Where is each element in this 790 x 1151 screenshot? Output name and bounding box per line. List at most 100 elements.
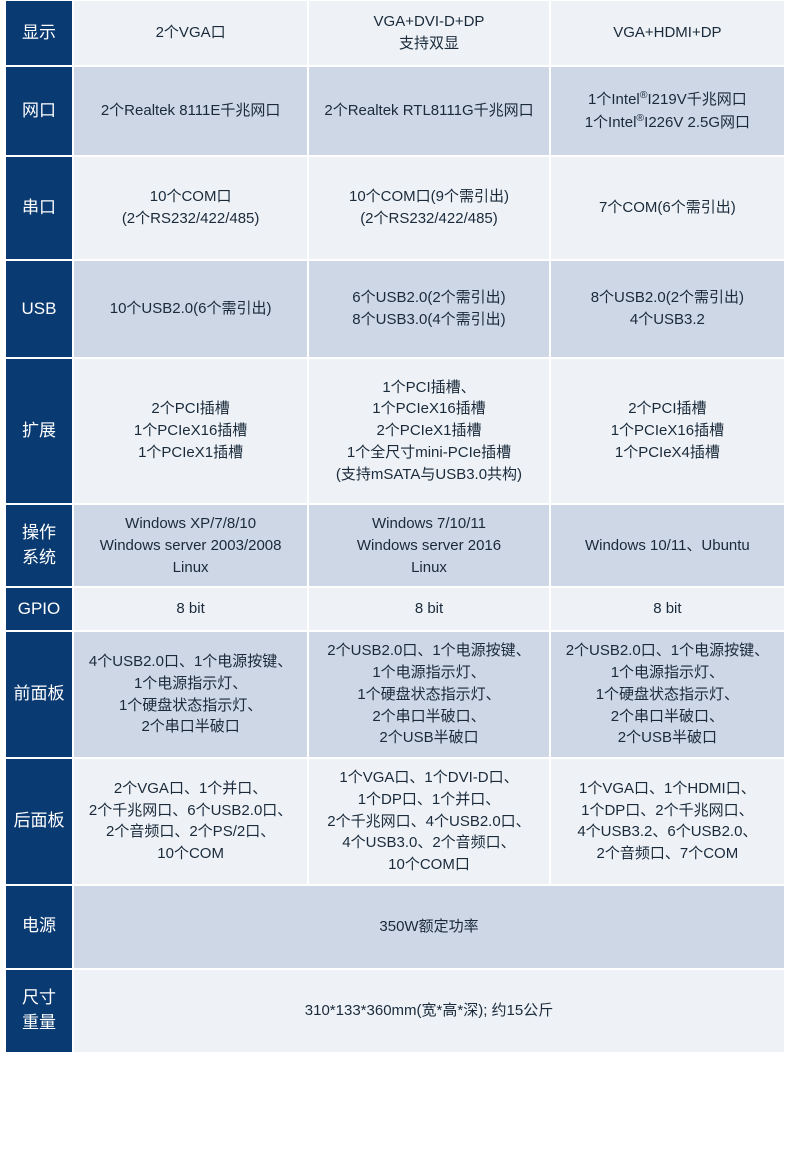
cell-text: 8 bit xyxy=(80,598,301,620)
cell-rear-2: 1个VGA口、1个HDMI口、1个DP口、2个千兆网口、4个USB3.2、6个U… xyxy=(550,758,785,885)
cell-rear-0: 2个VGA口、1个并口、2个千兆网口、6个USB2.0口、2个音频口、2个PS/… xyxy=(73,758,308,885)
row-rear: 后面板2个VGA口、1个并口、2个千兆网口、6个USB2.0口、2个音频口、2个… xyxy=(5,758,785,885)
cell-usb-2: 8个USB2.0(2个需引出)4个USB3.2 xyxy=(550,260,785,358)
cell-text: 1个PCI插槽、 xyxy=(315,377,543,399)
cell-text: 1个PCIeX16插槽 xyxy=(80,420,301,442)
cell-text: 2个千兆网口、4个USB2.0口、 xyxy=(315,811,543,833)
cell-text: 2个音频口、7个COM xyxy=(557,843,778,865)
cell-text: Linux xyxy=(315,557,543,579)
row-front: 前面板4个USB2.0口、1个电源按键、1个电源指示灯、1个硬盘状态指示灯、2个… xyxy=(5,631,785,758)
cell-usb-0: 10个USB2.0(6个需引出) xyxy=(73,260,308,358)
cell-text: 2个Realtek RTL8111G千兆网口 xyxy=(315,100,543,122)
cell-text: 1个硬盘状态指示灯、 xyxy=(557,684,778,706)
row-lan: 网口 2个Realtek 8111E千兆网口 2个Realtek RTL8111G千… xyxy=(5,66,785,156)
cell-gpio-0: 8 bit xyxy=(73,587,308,631)
cell-text: 1个PCIeX4插槽 xyxy=(557,442,778,464)
cell-text: Windows 7/10/11 xyxy=(315,513,543,535)
cell-text: VGA+HDMI+DP xyxy=(557,22,778,44)
cell-text: 2个千兆网口、6个USB2.0口、 xyxy=(80,800,301,822)
row-header-os: 操作系统 xyxy=(5,504,73,587)
cell-text: 8个USB3.0(4个需引出) xyxy=(315,309,543,331)
cell-text: 4个USB3.0、2个音频口、 xyxy=(315,832,543,854)
row-serial: 串口10个COM口(2个RS232/422/485)10个COM口(9个需引出)… xyxy=(5,156,785,260)
cell-text: 10个COM口 xyxy=(80,186,301,208)
cell-front-2: 2个USB2.0口、1个电源按键、1个电源指示灯、1个硬盘状态指示灯、2个串口半… xyxy=(550,631,785,758)
cell-text: 10个COM xyxy=(80,843,301,865)
cell-text: 4个USB3.2 xyxy=(557,309,778,331)
cell-serial-2: 7个COM(6个需引出) xyxy=(550,156,785,260)
row-os: 操作系统Windows XP/7/8/10Windows server 2003… xyxy=(5,504,785,587)
cell-text: 2个VGA口 xyxy=(80,22,301,44)
cell-text: 1个电源指示灯、 xyxy=(557,662,778,684)
cell-text: 1个VGA口、1个HDMI口、 xyxy=(557,778,778,800)
row-header-display: 显示 xyxy=(5,0,73,66)
row-header-size: 尺寸重量 xyxy=(5,969,73,1053)
cell-text: Windows 10/11、Ubuntu xyxy=(557,535,778,557)
cell-text: 10个USB2.0(6个需引出) xyxy=(80,298,301,320)
cell-text: 1个DP口、2个千兆网口、 xyxy=(557,800,778,822)
cell-lan-1: 2个Realtek RTL8111G千兆网口 xyxy=(308,66,550,156)
cell-text: 1个Intel®I219V千兆网口 xyxy=(557,88,778,111)
row-usb: USB 10个USB2.0(6个需引出) 6个USB2.0(2个需引出)8个USB3… xyxy=(5,260,785,358)
cell-expansion-2: 2个PCI插槽1个PCIeX16插槽1个PCIeX4插槽 xyxy=(550,358,785,504)
cell-text: 2个USB2.0口、1个电源按键、 xyxy=(557,640,778,662)
cell-text: (支持mSATA与USB3.0共构) xyxy=(315,464,543,486)
cell-text: 8 bit xyxy=(315,598,543,620)
spec-table-body: 显示 2个VGA口 VGA+DVI-D+DP支持双显 VGA+HDMI+DP 网口 2个R… xyxy=(5,0,785,1053)
cell-text: 10个COM口 xyxy=(315,854,543,876)
cell-text: VGA+DVI-D+DP xyxy=(315,11,543,33)
row-header-serial: 串口 xyxy=(5,156,73,260)
row-header-expansion: 扩展 xyxy=(5,358,73,504)
cell-text: 2个VGA口、1个并口、 xyxy=(80,778,301,800)
row-header-power: 电源 xyxy=(5,885,73,969)
cell-text: 2个PCI插槽 xyxy=(557,398,778,420)
row-display: 显示 2个VGA口 VGA+DVI-D+DP支持双显 VGA+HDMI+DP xyxy=(5,0,785,66)
row-size: 尺寸重量 310*133*360mm(宽*高*深); 约15公斤 xyxy=(5,969,785,1053)
cell-text: 310*133*360mm(宽*高*深); 约15公斤 xyxy=(80,1000,778,1022)
cell-os-1: Windows 7/10/11Windows server 2016Linux xyxy=(308,504,550,587)
cell-text: 8 bit xyxy=(557,598,778,620)
cell-text: 1个DP口、1个并口、 xyxy=(315,789,543,811)
cell-text: 2个串口半破口、 xyxy=(315,706,543,728)
cell-text: Windows XP/7/8/10 xyxy=(80,513,301,535)
cell-display-2: VGA+HDMI+DP xyxy=(550,0,785,66)
cell-text: (2个RS232/422/485) xyxy=(80,208,301,230)
cell-display-1: VGA+DVI-D+DP支持双显 xyxy=(308,0,550,66)
cell-usb-1: 6个USB2.0(2个需引出)8个USB3.0(4个需引出) xyxy=(308,260,550,358)
row-header-gpio: GPIO xyxy=(5,587,73,631)
cell-text: 4个USB3.2、6个USB2.0、 xyxy=(557,821,778,843)
cell-text: 1个硬盘状态指示灯、 xyxy=(315,684,543,706)
row-power: 电源 350W额定功率 xyxy=(5,885,785,969)
row-header-rear: 后面板 xyxy=(5,758,73,885)
cell-text: 2个USB半破口 xyxy=(557,727,778,749)
cell-text: 2个USB2.0口、1个电源按键、 xyxy=(315,640,543,662)
cell-text: 10个COM口(9个需引出) xyxy=(315,186,543,208)
cell-lan-2: 1个Intel®I219V千兆网口1个Intel®I226V 2.5G网口 xyxy=(550,66,785,156)
cell-text: 1个PCIeX16插槽 xyxy=(315,398,543,420)
cell-text: 2个USB半破口 xyxy=(315,727,543,749)
row-header-lan: 网口 xyxy=(5,66,73,156)
row-gpio: GPIO 8 bit 8 bit 8 bit xyxy=(5,587,785,631)
cell-os-0: Windows XP/7/8/10Windows server 2003/200… xyxy=(73,504,308,587)
cell-text: 2个串口半破口 xyxy=(80,716,301,738)
cell-text: 1个PCIeX16插槽 xyxy=(557,420,778,442)
cell-text: 支持双显 xyxy=(315,33,543,55)
cell-front-1: 2个USB2.0口、1个电源按键、1个电源指示灯、1个硬盘状态指示灯、2个串口半… xyxy=(308,631,550,758)
cell-text: 1个电源指示灯、 xyxy=(80,673,301,695)
cell-expansion-0: 2个PCI插槽1个PCIeX16插槽1个PCIeX1插槽 xyxy=(73,358,308,504)
cell-text: 1个VGA口、1个DVI-D口、 xyxy=(315,767,543,789)
cell-text: Windows server 2003/2008 xyxy=(80,535,301,557)
cell-gpio-1: 8 bit xyxy=(308,587,550,631)
cell-text: (2个RS232/422/485) xyxy=(315,208,543,230)
cell-text: 4个USB2.0口、1个电源按键、 xyxy=(80,651,301,673)
cell-front-0: 4个USB2.0口、1个电源按键、1个电源指示灯、1个硬盘状态指示灯、2个串口半… xyxy=(73,631,308,758)
cell-text: 2个Realtek 8111E千兆网口 xyxy=(80,100,301,122)
row-header-usb: USB xyxy=(5,260,73,358)
cell-serial-1: 10个COM口(9个需引出)(2个RS232/422/485) xyxy=(308,156,550,260)
cell-text: 350W额定功率 xyxy=(80,916,778,938)
cell-serial-0: 10个COM口(2个RS232/422/485) xyxy=(73,156,308,260)
cell-text: 2个PCI插槽 xyxy=(80,398,301,420)
row-header-front: 前面板 xyxy=(5,631,73,758)
cell-display-0: 2个VGA口 xyxy=(73,0,308,66)
cell-text: 1个Intel®I226V 2.5G网口 xyxy=(557,111,778,134)
